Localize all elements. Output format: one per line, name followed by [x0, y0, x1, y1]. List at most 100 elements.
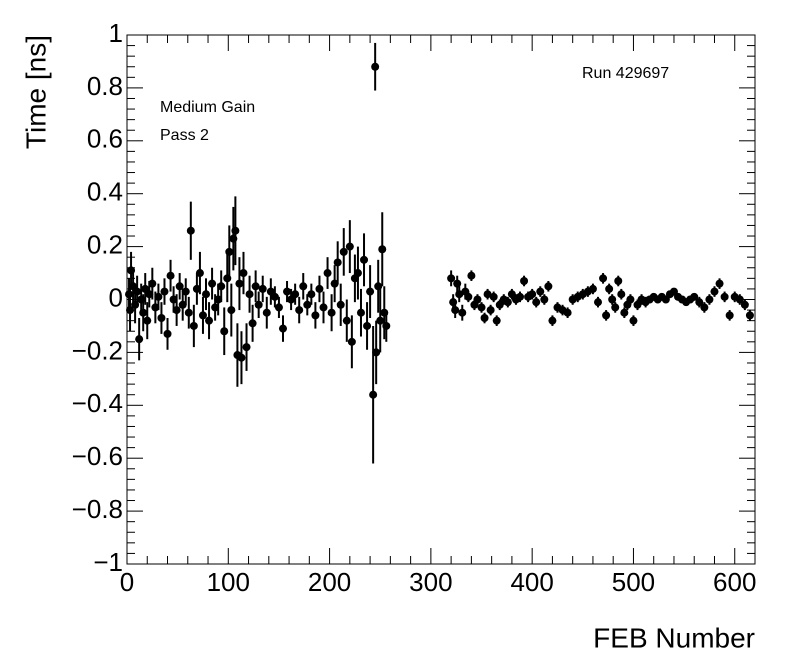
data-point: [198, 311, 207, 320]
data-point: [227, 306, 236, 315]
data-point: [254, 300, 263, 309]
data-point: [211, 303, 220, 312]
data-point: [217, 282, 226, 291]
data-point: [229, 234, 238, 243]
data-point: [239, 269, 248, 278]
y-tick-label: 0.2: [87, 229, 123, 259]
data-point: [563, 308, 572, 317]
data-point: [690, 292, 699, 301]
data-point: [363, 321, 372, 330]
data-point: [131, 300, 140, 309]
data-point: [372, 348, 381, 357]
data-point: [620, 308, 629, 317]
data-point: [127, 266, 136, 275]
data-point: [169, 295, 178, 304]
y-tick-label: −1: [93, 547, 123, 577]
data-point: [477, 303, 486, 312]
y-axis-label: Time [ns]: [20, 35, 51, 149]
data-point: [160, 287, 169, 296]
data-point: [449, 298, 458, 307]
data-point: [356, 308, 365, 317]
data-point: [208, 279, 217, 288]
data-point: [626, 295, 635, 304]
data-point: [245, 290, 254, 299]
data-point: [453, 279, 462, 288]
data-point: [299, 282, 308, 291]
y-tick-label: 0: [109, 282, 123, 312]
data-point: [360, 255, 369, 264]
data-point: [303, 300, 312, 309]
data-point: [175, 282, 184, 291]
data-point: [705, 295, 714, 304]
x-tick-label: 300: [409, 567, 452, 597]
data-point: [339, 247, 348, 256]
y-tick-label: 0.8: [87, 71, 123, 101]
data-point: [166, 271, 175, 280]
data-point: [520, 276, 529, 285]
data-point: [740, 300, 749, 309]
x-tick-label: 500: [612, 567, 655, 597]
data-point: [291, 290, 300, 299]
y-tick-label: −0.6: [72, 441, 123, 471]
data-point: [611, 303, 620, 312]
data-point: [295, 306, 304, 315]
data-point: [725, 311, 734, 320]
data-point: [447, 274, 456, 283]
data-point: [536, 287, 545, 296]
data-point: [251, 282, 260, 291]
data-point: [369, 390, 378, 399]
data-point: [380, 308, 389, 317]
data-point: [139, 308, 148, 317]
data-point: [599, 274, 608, 283]
data-point: [489, 292, 498, 301]
data-point: [382, 321, 391, 330]
data-point: [178, 300, 187, 309]
data-point: [353, 269, 362, 278]
data-point: [163, 329, 172, 338]
data-point: [629, 316, 638, 325]
data-point: [242, 343, 251, 352]
data-point: [602, 311, 611, 320]
data-point: [126, 306, 135, 315]
data-point: [366, 287, 375, 296]
data-point: [715, 279, 724, 288]
data-point: [608, 295, 617, 304]
data-point: [528, 290, 537, 299]
data-point: [315, 284, 324, 293]
data-point: [181, 287, 190, 296]
y-tick-label: −0.8: [72, 494, 123, 524]
data-point: [735, 295, 744, 304]
data-point: [225, 247, 234, 256]
y-tick-label: −0.2: [72, 335, 123, 365]
data-point: [184, 308, 193, 317]
x-axis-label: FEB Number: [593, 622, 755, 653]
data-point: [323, 269, 332, 278]
gain-annotation: Medium Gain: [160, 99, 255, 116]
data-point: [133, 287, 142, 296]
data-point: [492, 316, 501, 325]
data-point: [223, 274, 232, 283]
data-point: [617, 290, 626, 299]
data-point: [235, 279, 244, 288]
data-point: [374, 282, 383, 291]
y-tick-label: −0.4: [72, 388, 123, 418]
data-point: [172, 306, 181, 315]
run-annotation: Run 429697: [582, 65, 669, 82]
data-point: [189, 321, 198, 330]
y-tick-label: 0.6: [87, 124, 123, 154]
data-point: [336, 300, 345, 309]
data-point: [464, 292, 473, 301]
x-tick-label: 400: [510, 567, 553, 597]
data-point: [278, 324, 287, 333]
data-point: [342, 316, 351, 325]
data-point: [605, 284, 614, 293]
y-tick-label: 1: [109, 18, 123, 48]
data-point: [594, 298, 602, 307]
data-point: [544, 282, 553, 291]
data-point: [455, 290, 464, 299]
data-point: [376, 316, 385, 325]
x-tick-label: 0: [120, 567, 134, 597]
data-point: [274, 303, 283, 312]
data-point: [347, 337, 356, 346]
